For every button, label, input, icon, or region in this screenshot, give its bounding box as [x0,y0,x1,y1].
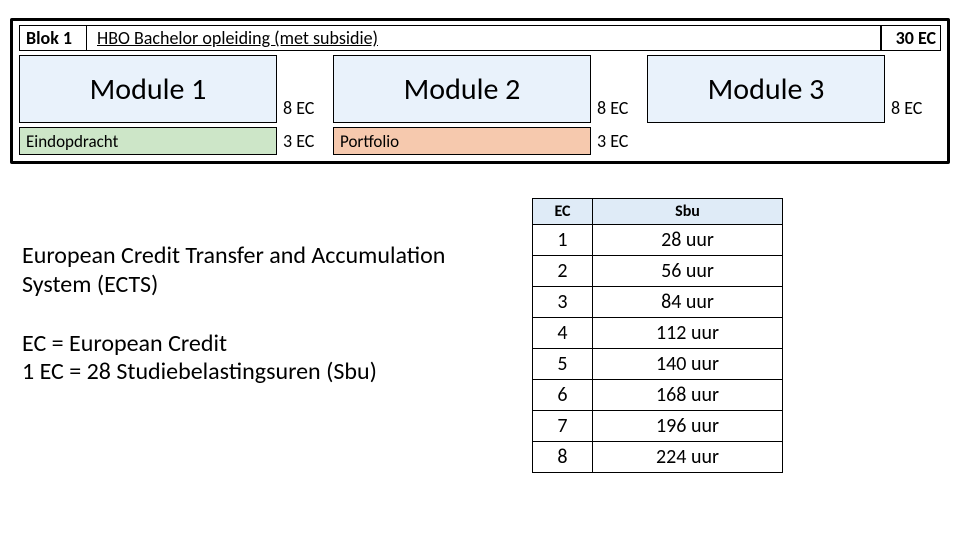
cell-sbu: 196 uur [593,411,783,442]
ec-sbu-table: EC Sbu 128 uur 256 uur 384 uur 4112 uur … [532,198,783,473]
modules-row: Module 1 8 EC Module 2 8 EC Module 3 8 E… [19,55,941,123]
explanation-text: European Credit Transfer and Accumulatio… [22,198,492,473]
portfolio-ec: 3 EC [591,127,647,155]
table-row: 4112 uur [533,318,783,349]
table-body: 128 uur 256 uur 384 uur 4112 uur 5140 uu… [533,225,783,473]
cell-ec: 8 [533,442,593,473]
blok-header-row: Blok 1 HBO Bachelor opleiding (met subsi… [19,25,941,51]
blok-container: Blok 1 HBO Bachelor opleiding (met subsi… [10,18,950,164]
ec-def-line1: EC = European Credit [22,329,227,358]
blok-label: Blok 1 [19,25,87,51]
module-3-ec: 8 EC [885,55,935,123]
cell-sbu: 56 uur [593,256,783,287]
cell-ec: 4 [533,318,593,349]
table-row: 6168 uur [533,380,783,411]
cell-ec: 3 [533,287,593,318]
cell-sbu: 168 uur [593,380,783,411]
cell-ec: 1 [533,225,593,256]
table-row: 8224 uur [533,442,783,473]
eindopdracht-ec: 3 EC [277,127,333,155]
module-1-box: Module 1 [19,55,277,123]
cell-sbu: 140 uur [593,349,783,380]
table-row: 128 uur [533,225,783,256]
ec-sbu-table-wrap: EC Sbu 128 uur 256 uur 384 uur 4112 uur … [532,198,783,473]
eindopdracht-box: Eindopdracht [19,127,277,155]
ec-definition: EC = European Credit 1 EC = 28 Studiebel… [22,330,492,388]
lower-area: European Credit Transfer and Accumulatio… [10,198,950,473]
cell-ec: 7 [533,411,593,442]
module-2-box: Module 2 [333,55,591,123]
portfolio-box: Portfolio [333,127,591,155]
th-ec: EC [533,199,593,225]
cell-ec: 5 [533,349,593,380]
opdracht-row: Eindopdracht 3 EC Portfolio 3 EC [19,127,941,155]
table-row: 5140 uur [533,349,783,380]
th-sbu: Sbu [593,199,783,225]
table-row: 384 uur [533,287,783,318]
ec-def-line2: 1 EC = 28 Studiebelastingsuren (Sbu) [22,357,377,386]
blok-total-ec: 30 EC [881,25,941,51]
opdracht-spacer [647,127,941,155]
ects-title: European Credit Transfer and Accumulatio… [22,242,492,300]
cell-ec: 6 [533,380,593,411]
blok-subtitle: HBO Bachelor opleiding (met subsidie) [87,25,881,51]
table-row: 256 uur [533,256,783,287]
module-3-box: Module 3 [647,55,885,123]
cell-ec: 2 [533,256,593,287]
cell-sbu: 84 uur [593,287,783,318]
module-1-ec: 8 EC [277,55,333,123]
cell-sbu: 224 uur [593,442,783,473]
module-2-ec: 8 EC [591,55,647,123]
cell-sbu: 28 uur [593,225,783,256]
table-row: 7196 uur [533,411,783,442]
table-header-row: EC Sbu [533,199,783,225]
cell-sbu: 112 uur [593,318,783,349]
